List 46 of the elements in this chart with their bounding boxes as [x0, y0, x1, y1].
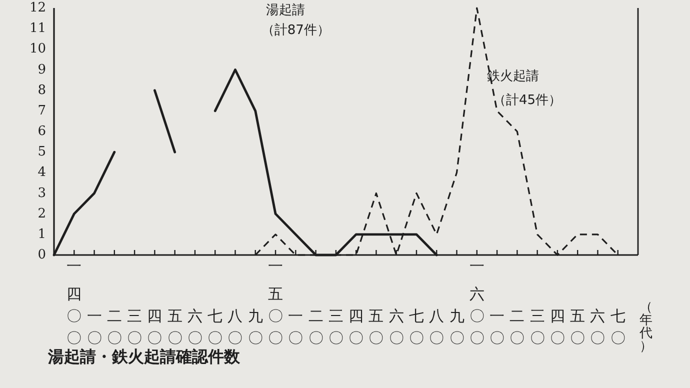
x-tick-label: 九〇 [248, 307, 263, 347]
y-tick-label: 8 [38, 82, 46, 98]
x-tick-label: 六〇 [187, 307, 202, 347]
text: 湯起請・鉄火起請確認件数 [47, 347, 241, 366]
x-tick-label: 六〇 [388, 307, 404, 347]
x-tick-label: 二〇 [106, 307, 122, 347]
x-tick-label: 二〇 [510, 307, 525, 347]
x-tick-label: 一〇 [288, 307, 304, 347]
x-axis-title: （年代） [638, 300, 652, 354]
annotation: 湯起請 [266, 3, 306, 18]
annotation: （計45件） [492, 93, 562, 108]
y-tick-label: 12 [29, 0, 46, 16]
x-tick-label: 一四〇〇 [66, 257, 82, 347]
x-tick-label: 三〇 [328, 307, 344, 347]
x-tick-label: 一〇 [86, 307, 102, 347]
x-tick-label: 二〇 [308, 307, 324, 347]
y-tick-label: 2 [38, 206, 46, 222]
y-tick-label: 0 [38, 248, 46, 262]
y-tick-label: 3 [38, 186, 46, 201]
annotation: （計87件） [261, 23, 330, 38]
y-tick-label: 6 [38, 124, 46, 139]
x-tick-label: 八〇 [429, 307, 444, 347]
x-tick-label: 八〇 [228, 307, 243, 347]
y-tick-label: 10 [29, 42, 46, 57]
x-tick-label: 一六〇〇 [469, 257, 484, 347]
x-tick-label: 七〇 [610, 307, 626, 347]
x-tick-label: 七〇 [408, 307, 424, 347]
x-tick-label: 一〇 [490, 307, 505, 347]
y-tick-label: 11 [29, 21, 46, 36]
y-tick-label: 1 [38, 226, 46, 242]
x-tick-label: 一五〇〇 [268, 257, 284, 347]
x-tick-label: 五〇 [570, 307, 586, 347]
y-tick-label: 9 [38, 62, 46, 78]
x-tick-label: 三〇 [530, 307, 545, 347]
y-tick-label: 7 [38, 103, 46, 118]
x-tick-label: 九〇 [449, 307, 464, 347]
x-tick-label: 七〇 [208, 307, 223, 347]
x-tick-label: 四〇 [550, 307, 565, 347]
y-tick-label: 4 [38, 165, 46, 180]
x-tick-label: 六〇 [590, 307, 606, 347]
x-tick-label: 五〇 [167, 307, 182, 347]
y-tick-label: 5 [38, 144, 46, 160]
x-tick-label: 五〇 [368, 307, 384, 347]
x-tick-label: 三〇 [127, 307, 142, 347]
x-tick-label: 四〇 [348, 307, 364, 347]
x-tick-label: 四〇 [147, 307, 162, 347]
